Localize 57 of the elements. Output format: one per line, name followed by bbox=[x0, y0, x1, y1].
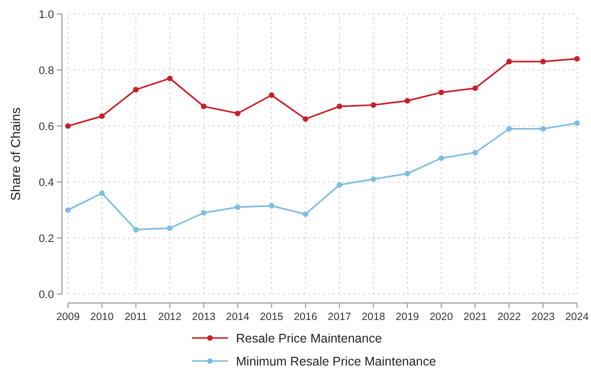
point bbox=[472, 150, 478, 156]
point bbox=[404, 98, 410, 104]
point bbox=[302, 211, 308, 217]
point bbox=[268, 92, 274, 98]
point bbox=[99, 190, 105, 196]
point bbox=[404, 170, 410, 176]
point bbox=[574, 120, 580, 126]
point bbox=[506, 126, 512, 132]
point bbox=[370, 176, 376, 182]
point bbox=[540, 58, 546, 64]
x-tick-label: 2022 bbox=[497, 311, 521, 323]
y-axis-title: Share of Chains bbox=[8, 106, 23, 201]
point bbox=[438, 155, 444, 161]
x-tick-label: 2019 bbox=[396, 311, 420, 323]
point bbox=[438, 90, 444, 96]
point bbox=[133, 226, 139, 232]
y-tick-label: 0.4 bbox=[38, 176, 54, 189]
point bbox=[540, 126, 546, 132]
y-tick-label: 0.2 bbox=[38, 232, 54, 245]
x-tick-label: 2023 bbox=[531, 311, 555, 323]
x-tick-label: 2017 bbox=[328, 311, 352, 323]
point bbox=[370, 102, 376, 108]
point bbox=[234, 204, 240, 210]
point bbox=[234, 110, 240, 116]
x-tick-label: 2016 bbox=[294, 311, 318, 323]
x-tick-label: 2012 bbox=[158, 311, 182, 323]
x-tick-label: 2011 bbox=[124, 311, 148, 323]
x-tick-label: 2010 bbox=[90, 311, 114, 323]
point bbox=[167, 76, 173, 82]
point bbox=[99, 113, 105, 119]
legend-label: Resale Price Maintenance bbox=[236, 331, 382, 346]
legend-label: Minimum Resale Price Maintenance bbox=[236, 354, 436, 368]
y-tick-label: 0.8 bbox=[38, 64, 54, 77]
x-tick-label: 2018 bbox=[362, 311, 386, 323]
x-tick-label: 2021 bbox=[464, 311, 488, 323]
x-tick-label: 2009 bbox=[56, 311, 80, 323]
point bbox=[200, 104, 207, 110]
x-tick-label: 2024 bbox=[565, 311, 589, 323]
point bbox=[302, 116, 308, 122]
y-tick-label: 0.0 bbox=[38, 288, 54, 301]
x-tick-label: 2015 bbox=[260, 311, 284, 323]
point bbox=[506, 58, 512, 64]
point bbox=[167, 225, 173, 231]
point bbox=[472, 85, 478, 91]
x-tick-label: 2014 bbox=[226, 311, 250, 323]
y-tick-label: 1.0 bbox=[38, 8, 54, 21]
point bbox=[200, 210, 207, 216]
point bbox=[65, 207, 71, 213]
point bbox=[133, 86, 139, 92]
x-tick-label: 2013 bbox=[192, 311, 216, 323]
y-tick-label: 0.6 bbox=[38, 120, 54, 133]
point bbox=[336, 104, 342, 110]
point bbox=[65, 123, 71, 129]
x-tick-label: 2020 bbox=[430, 311, 454, 323]
point bbox=[574, 56, 580, 62]
point bbox=[336, 182, 342, 188]
point bbox=[268, 203, 274, 209]
